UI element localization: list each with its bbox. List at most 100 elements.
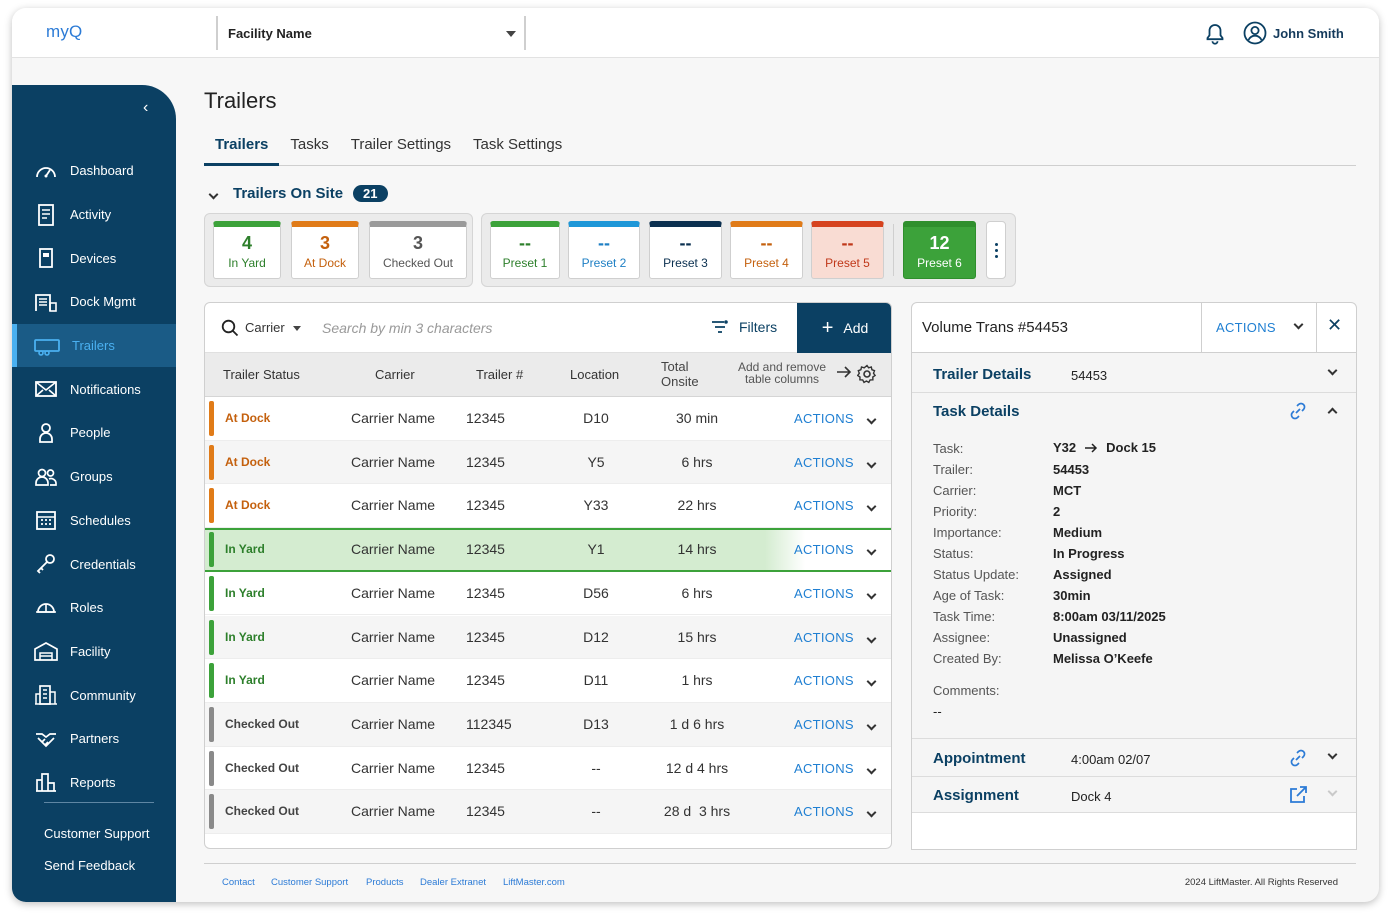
row-actions-link[interactable]: ACTIONS [794,542,854,558]
search-field-select[interactable]: Carrier [245,320,301,335]
chevron-down-icon[interactable] [866,410,877,426]
chevron-down-icon[interactable] [866,629,877,645]
sidebar-item-dock-mgmt[interactable]: Dock Mgmt [12,280,176,324]
facility-select[interactable]: Facility Name [216,16,526,50]
sidebar-item-people[interactable]: People [12,411,176,455]
sidebar-item-devices[interactable]: Devices [12,236,176,280]
row-actions-link[interactable]: ACTIONS [794,804,854,820]
status-card-in-yard[interactable]: 4 In Yard [213,221,281,279]
row-actions-link[interactable]: ACTIONS [794,673,854,689]
row-actions-link[interactable]: ACTIONS [794,585,854,601]
sidebar-item-dashboard[interactable]: Dashboard [12,149,176,193]
sidebar-item-reports[interactable]: Reports [12,761,176,805]
footer-link-contact[interactable]: Contact [222,877,255,888]
search-input[interactable]: Search by min 3 characters [322,320,493,336]
external-link-icon[interactable] [1289,785,1308,809]
sidebar-item-partners[interactable]: Partners [12,717,176,761]
helmet-icon [36,602,56,613]
footer-link-liftmaster[interactable]: LiftMaster.com [503,877,565,888]
table-row-selected[interactable]: In Yard Carrier Name 12345 Y1 14 hrs ACT… [205,528,891,572]
add-button[interactable]: + Add [797,303,891,353]
card-count: -- [679,233,692,253]
chevron-down-icon[interactable] [866,760,877,776]
table-row[interactable]: In Yard Carrier Name 12345 D12 15 hrs AC… [205,615,891,660]
trailer-details-section[interactable]: Trailer Details 54453 [912,353,1356,393]
more-options-icon[interactable] [986,221,1006,279]
footer-link-dealer-extranet[interactable]: Dealer Extranet [420,877,487,888]
preset-card-2[interactable]: -- Preset 2 [568,221,640,279]
row-actions-link[interactable]: ACTIONS [794,716,854,732]
table-row[interactable]: Checked Out Carrier Name 112345 D13 1 d … [205,702,891,747]
preset-card-3[interactable]: -- Preset 3 [649,221,722,279]
preset-card-4[interactable]: -- Preset 4 [730,221,803,279]
table-row[interactable]: At Dock Carrier Name 12345 Y5 6 hrs ACTI… [205,440,891,485]
footer-link-products[interactable]: Products [366,877,404,888]
tab-task-settings[interactable]: Task Settings [473,136,563,153]
sidebar-item-activity[interactable]: Activity [12,193,176,237]
collapse-sidebar-icon[interactable]: ‹ [143,99,149,116]
col-trailer-number[interactable]: Trailer # [476,367,524,382]
table-row[interactable]: Checked Out Carrier Name 12345 -- 12 d 4… [205,747,891,791]
preset-card-group: -- Preset 1 -- Preset 2 -- Preset 3 -- P… [481,213,1016,287]
chevron-down-icon [1327,749,1338,760]
chevron-up-icon[interactable] [1327,407,1338,418]
col-carrier[interactable]: Carrier [375,367,415,382]
customer-support-link[interactable]: Customer Support [44,826,150,841]
sidebar-item-notifications[interactable]: Notifications [12,367,176,411]
table-row[interactable]: In Yard Carrier Name 12345 D11 1 hrs ACT… [205,659,891,703]
bell-icon[interactable] [1205,23,1225,50]
col-location[interactable]: Location [570,367,620,382]
sidebar-item-schedules[interactable]: Schedules [12,499,176,543]
chevron-down-icon[interactable] [866,497,877,513]
col-total-onsite-time[interactable]: Total Onsite Trailer Time [661,359,699,391]
sidebar-item-trailers[interactable]: Trailers [12,323,176,368]
gear-icon[interactable] [856,364,877,387]
link-icon[interactable] [1288,748,1308,773]
row-actions-link[interactable]: ACTIONS [794,629,854,645]
envelope-icon [35,381,57,398]
chevron-down-icon[interactable] [866,716,877,732]
panel-actions-dropdown[interactable]: ACTIONS [1201,303,1317,353]
status-card-at-dock[interactable]: 3 At Dock [291,221,359,279]
copyright: 2024 LiftMaster. All Rights Reserved [1184,877,1338,888]
table-row[interactable]: In Yard Carrier Name 12345 D56 6 hrs ACT… [205,572,891,616]
chevron-down-icon[interactable] [866,672,877,688]
table-row[interactable]: At Dock Carrier Name 12345 Y33 22 hrs AC… [205,484,891,529]
chevron-down-icon[interactable] [866,803,877,819]
send-feedback-link[interactable]: Send Feedback [44,858,136,873]
sidebar-item-roles[interactable]: Roles [12,586,176,630]
trailer-value: 54453 [1053,462,1090,477]
preset-card-1[interactable]: -- Preset 1 [490,221,560,279]
close-icon[interactable]: ✕ [1327,315,1343,335]
row-actions-link[interactable]: ACTIONS [794,760,854,776]
chevron-down-icon[interactable] [866,454,877,470]
chevron-down-icon[interactable] [866,541,877,557]
tab-tasks[interactable]: Tasks [290,136,329,153]
preset-card-5[interactable]: -- Preset 5 [811,221,884,279]
row-actions-link[interactable]: ACTIONS [794,454,854,470]
chevron-down-icon[interactable] [866,585,877,601]
sidebar-item-facility[interactable]: Facility [12,630,176,674]
row-actions-link[interactable]: ACTIONS [794,498,854,514]
sidebar-item-community[interactable]: Community [12,673,176,717]
appointment-section[interactable]: Appointment 4:00am 02/07 [912,739,1356,777]
user-menu[interactable]: John Smith [1243,21,1344,45]
row-actions-link[interactable]: ACTIONS [794,411,854,426]
assignment-section[interactable]: Assignment Dock 4 [912,777,1356,813]
status-card-checked-out[interactable]: 3 Checked Out [369,221,467,279]
sidebar-item-groups[interactable]: Groups [12,455,176,499]
preset-card-6[interactable]: 12 Preset 6 [903,221,976,279]
sidebar-item-credentials[interactable]: Credentials [12,542,176,586]
footer-link-customer-support[interactable]: Customer Support [271,877,349,888]
filters-button[interactable]: Filters [711,319,777,335]
task-details-label[interactable]: Task Details [933,403,1020,420]
myq-logo[interactable]: myQ [46,22,83,41]
card-divider [893,224,894,276]
col-trailer-status[interactable]: Trailer Status [223,367,300,382]
link-icon[interactable] [1288,401,1308,426]
trailers-on-site-toggle[interactable]: Trailers On Site 21 [206,185,388,202]
tab-trailers[interactable]: Trailers [204,132,280,166]
table-row[interactable]: Checked Out Carrier Name 12345 -- 28 d 3… [205,790,891,834]
table-row[interactable]: At Dock Carrier Name 12345 D10 30 min AC… [205,397,891,441]
tab-trailer-settings[interactable]: Trailer Settings [350,136,452,153]
